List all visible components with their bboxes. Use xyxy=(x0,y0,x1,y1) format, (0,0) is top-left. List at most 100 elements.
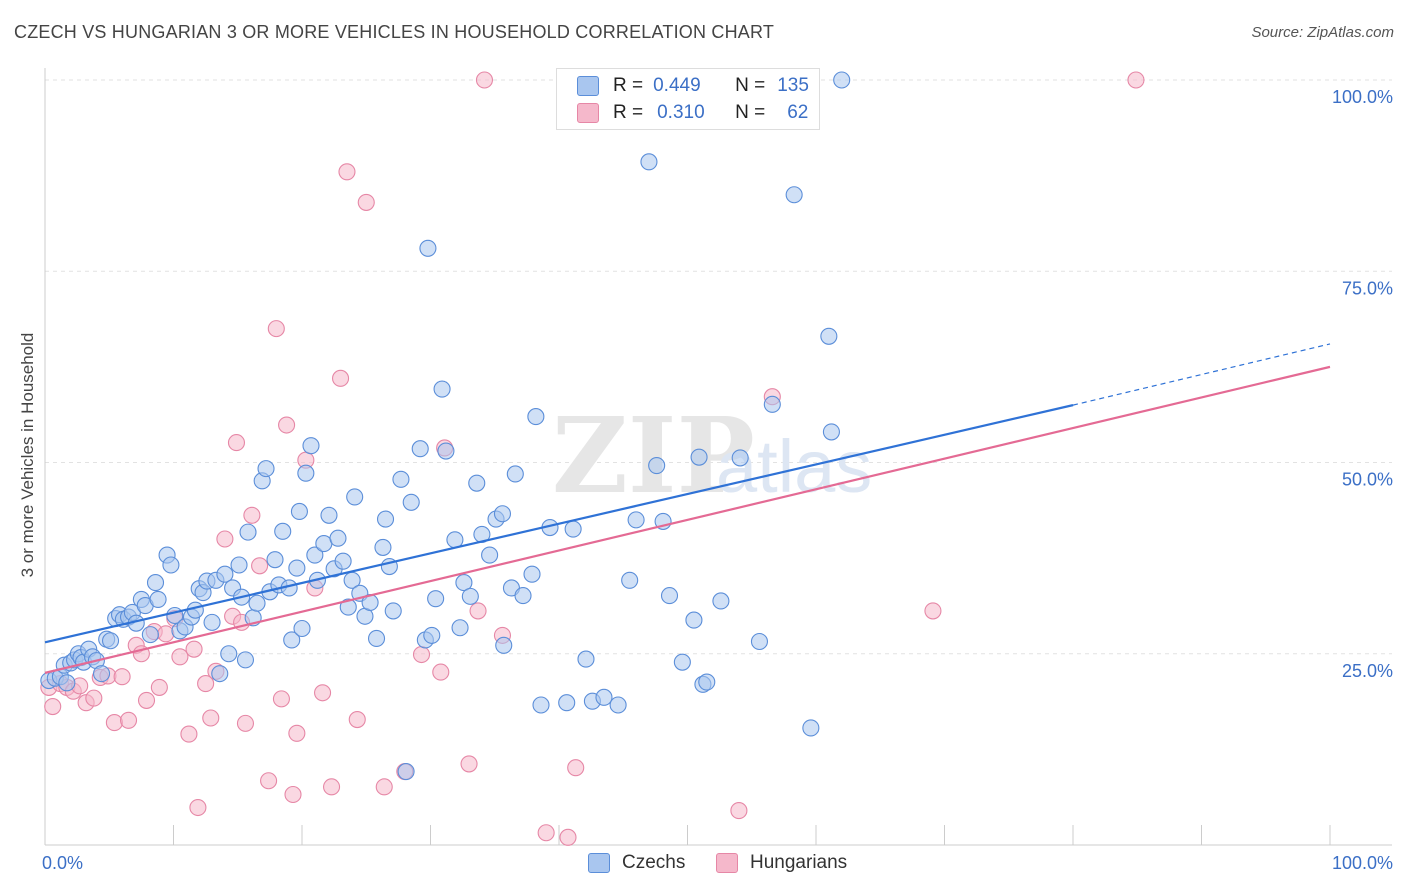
data-point xyxy=(559,828,577,846)
legend-item-hungarians[interactable]: Hungarians xyxy=(716,852,847,874)
data-point xyxy=(236,651,255,669)
hungarian-trend-line xyxy=(44,365,1331,674)
data-point xyxy=(171,648,189,666)
trend-lines xyxy=(44,343,1331,674)
data-point xyxy=(267,320,285,338)
data-point xyxy=(302,437,320,455)
y-axis-label: 3 or more Vehicles in Household xyxy=(18,332,37,578)
y-tick-label: 75.0% xyxy=(1342,278,1393,298)
data-point xyxy=(283,631,301,649)
data-point xyxy=(150,678,168,696)
hungarian-r-value: 0.310 xyxy=(657,102,705,123)
data-point xyxy=(609,696,627,714)
data-point xyxy=(712,592,730,610)
source-label: Source: ZipAtlas.com xyxy=(1251,24,1394,41)
data-point xyxy=(105,714,123,732)
y-tick-label: 25.0% xyxy=(1342,661,1393,681)
data-point xyxy=(567,759,585,777)
data-point xyxy=(211,665,229,683)
data-point xyxy=(320,506,338,524)
czech-swatch xyxy=(577,76,599,96)
data-point xyxy=(427,590,445,608)
data-point xyxy=(278,416,296,434)
data-point xyxy=(220,645,238,663)
data-point xyxy=(248,594,266,612)
legend-hungarian-swatch xyxy=(716,853,738,873)
data-point xyxy=(323,778,341,796)
data-point xyxy=(203,613,221,631)
data-point xyxy=(537,824,555,842)
data-point xyxy=(924,602,942,620)
data-point xyxy=(432,663,450,681)
data-point xyxy=(523,565,541,583)
data-point xyxy=(595,688,613,706)
data-point xyxy=(621,571,639,589)
tick-labels: 25.0% 50.0% 75.0% 100.0% 0.0% 100.0% xyxy=(42,87,1393,873)
data-point xyxy=(149,590,167,608)
data-point xyxy=(101,632,120,650)
data-point xyxy=(648,457,666,475)
data-point xyxy=(274,522,292,540)
data-point xyxy=(822,423,840,441)
x-tick-label-max: 100.0% xyxy=(1332,853,1393,873)
data-point xyxy=(564,520,582,538)
y-tick-label: 100.0% xyxy=(1332,87,1393,107)
data-point xyxy=(690,448,708,466)
stats-row-hungarian: R = 0.310 N = 62 xyxy=(577,100,808,126)
data-point xyxy=(433,380,451,398)
data-point xyxy=(346,488,364,506)
data-point xyxy=(475,71,494,89)
data-point xyxy=(423,626,441,644)
data-point xyxy=(329,529,347,547)
data-point xyxy=(284,785,302,804)
data-point xyxy=(202,709,220,727)
data-point xyxy=(230,556,248,574)
data-point xyxy=(137,691,156,709)
data-point xyxy=(730,802,748,820)
data-point xyxy=(185,640,203,658)
data-point xyxy=(293,619,311,638)
legend-item-czechs[interactable]: Czechs xyxy=(588,852,685,874)
chart-title: CZECH VS HUNGARIAN 3 OR MORE VEHICLES IN… xyxy=(14,22,775,42)
data-point xyxy=(113,668,131,686)
data-point xyxy=(673,653,691,671)
data-point xyxy=(266,551,284,569)
data-point xyxy=(527,408,545,426)
legend-hungarian-label: Hungarians xyxy=(750,852,848,873)
legend-czech-swatch xyxy=(588,853,610,873)
hungarian-n-value: 62 xyxy=(787,102,809,123)
data-point xyxy=(357,193,375,211)
data-point xyxy=(376,510,395,528)
data-point xyxy=(216,530,234,548)
data-point xyxy=(197,675,215,693)
data-point xyxy=(338,163,356,181)
data-point xyxy=(288,724,306,742)
data-point xyxy=(146,574,165,592)
data-point xyxy=(820,327,838,345)
data-point xyxy=(334,552,352,570)
data-point xyxy=(469,602,487,620)
axes xyxy=(44,68,1392,846)
data-point xyxy=(577,650,595,668)
data-point xyxy=(85,689,103,707)
czech-trend-line xyxy=(44,404,1074,644)
data-point xyxy=(375,778,393,796)
data-point xyxy=(451,619,469,637)
data-point xyxy=(763,395,781,413)
watermark: ZIP atlas xyxy=(552,394,872,517)
data-point xyxy=(627,511,645,529)
data-point xyxy=(186,601,204,619)
czech-n-value: 135 xyxy=(777,75,809,96)
data-point xyxy=(411,440,429,458)
data-point xyxy=(157,625,175,643)
data-point xyxy=(92,665,111,683)
data-point xyxy=(189,798,207,817)
data-point xyxy=(514,587,532,605)
data-point xyxy=(331,369,350,387)
watermark-zip: ZIP xyxy=(552,394,755,517)
data-point xyxy=(260,772,278,790)
data-point xyxy=(495,636,513,654)
data-point xyxy=(660,587,679,605)
data-point xyxy=(119,711,138,729)
